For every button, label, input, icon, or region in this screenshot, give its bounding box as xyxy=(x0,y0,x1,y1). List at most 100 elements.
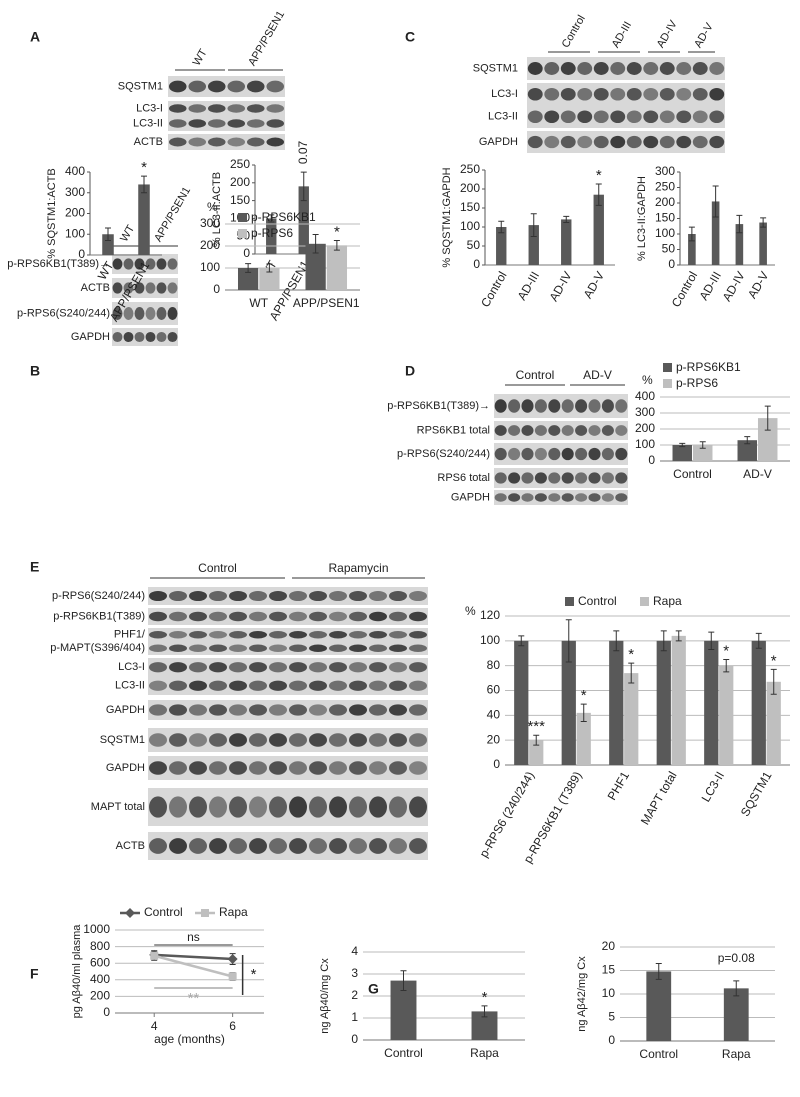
bar xyxy=(692,445,713,461)
blot-band xyxy=(229,704,247,716)
blot-band xyxy=(389,644,407,653)
blot-row-label: ACTB xyxy=(116,840,145,852)
error-bar xyxy=(400,970,407,991)
legend-swatch xyxy=(663,379,672,388)
bar xyxy=(576,712,591,765)
y-tick-label: 100 xyxy=(65,226,85,240)
legend-label: Control xyxy=(578,594,617,608)
bar xyxy=(266,218,277,254)
blot-row-label: GAPDH xyxy=(106,704,145,716)
blot-band xyxy=(209,611,227,622)
blot-band xyxy=(349,662,367,673)
y-tick-label: 0 xyxy=(351,1032,358,1046)
blot-band xyxy=(229,838,247,854)
x-tick-label: 6 xyxy=(229,1019,236,1033)
y-tick-label: 0 xyxy=(608,1033,615,1047)
x-tick-label: Control xyxy=(384,1046,423,1060)
blot-band xyxy=(227,119,246,128)
error-bar xyxy=(660,630,667,652)
legend-marker xyxy=(201,909,209,917)
bar xyxy=(704,640,719,765)
point xyxy=(150,951,159,960)
blot-band xyxy=(156,282,167,294)
blot-band xyxy=(521,425,534,436)
x-axis-label: age (months) xyxy=(154,1032,225,1046)
blot-band xyxy=(167,307,178,320)
blot-band xyxy=(149,611,167,622)
blot-band xyxy=(527,135,543,149)
blot-band xyxy=(494,472,507,484)
annotation: * xyxy=(581,687,587,704)
annotation: * xyxy=(596,167,602,184)
y-tick-label: 50 xyxy=(662,242,676,256)
blot-band xyxy=(123,282,134,294)
x-tick-label: Control xyxy=(673,467,712,481)
blot-row-label: p-RPS6KB1(T389)→ xyxy=(7,258,110,270)
blot-band xyxy=(610,87,626,101)
y-tick-label: 0 xyxy=(213,282,220,296)
panel-label: B xyxy=(30,363,40,379)
blot-band xyxy=(626,62,642,75)
blot-band xyxy=(676,135,692,149)
blot-band xyxy=(269,796,287,818)
blot-band xyxy=(249,644,267,653)
blot-band xyxy=(149,590,167,602)
error-bar xyxy=(708,631,715,651)
blot-row-label: p-RPS6KB1(T389) xyxy=(53,610,145,622)
blot-band xyxy=(561,425,574,436)
blot-band xyxy=(521,399,534,413)
blot-band xyxy=(329,733,347,747)
blot-band xyxy=(389,733,407,747)
y-tick-label: 300 xyxy=(635,405,655,419)
blot-band xyxy=(269,761,287,775)
blot-band xyxy=(246,137,265,147)
blot-band xyxy=(329,611,347,622)
blot-band xyxy=(389,761,407,775)
blot-band xyxy=(189,611,207,622)
y-tick-label: 3 xyxy=(351,966,358,980)
blot-band xyxy=(169,662,187,673)
annotation: * xyxy=(141,159,147,176)
y-tick-label: 250 xyxy=(655,180,675,194)
y-axis-label: ng Aβ40/mg Cx xyxy=(319,958,331,1034)
blot-band xyxy=(494,399,507,413)
error-bar xyxy=(764,405,771,431)
blot-band xyxy=(309,796,327,818)
blot-band xyxy=(209,590,227,602)
bar xyxy=(719,665,734,765)
blot-band xyxy=(369,630,387,639)
y-tick-label: 0 xyxy=(473,257,480,271)
blot-row-label: LC3-I xyxy=(491,88,518,100)
bar xyxy=(496,227,507,265)
y-tick-label: 250 xyxy=(230,157,250,171)
blot-band xyxy=(521,447,534,461)
blot-band xyxy=(209,704,227,716)
blot-band xyxy=(249,733,267,747)
blot-band xyxy=(123,331,134,343)
blot-row-label: SQSTM1 xyxy=(118,80,163,92)
blot-band xyxy=(149,838,167,854)
blot-band xyxy=(246,119,265,128)
y-tick-label: 200 xyxy=(635,421,655,435)
blot-band xyxy=(209,761,227,775)
bar xyxy=(688,234,696,265)
blot-band xyxy=(145,331,156,343)
y-tick-label: 300 xyxy=(655,164,675,178)
y-tick-label: 100 xyxy=(460,219,480,233)
y-tick-label: 400 xyxy=(65,164,85,178)
y-tick-label: 5 xyxy=(608,1010,615,1024)
blot-band xyxy=(494,447,507,461)
blot-band xyxy=(709,135,725,149)
error-bar xyxy=(744,436,751,445)
blot-band xyxy=(544,87,560,101)
blot-band xyxy=(409,644,427,653)
blot-band xyxy=(349,630,367,639)
y-tick-label: 150 xyxy=(230,193,250,207)
blot-band xyxy=(289,838,307,854)
annotation: p=0.08 xyxy=(718,951,755,965)
error-bar xyxy=(498,220,505,234)
blot-band xyxy=(508,493,521,502)
y-tick-label: 0 xyxy=(493,757,500,771)
error-bar xyxy=(481,1005,488,1018)
blot-band xyxy=(409,733,427,747)
